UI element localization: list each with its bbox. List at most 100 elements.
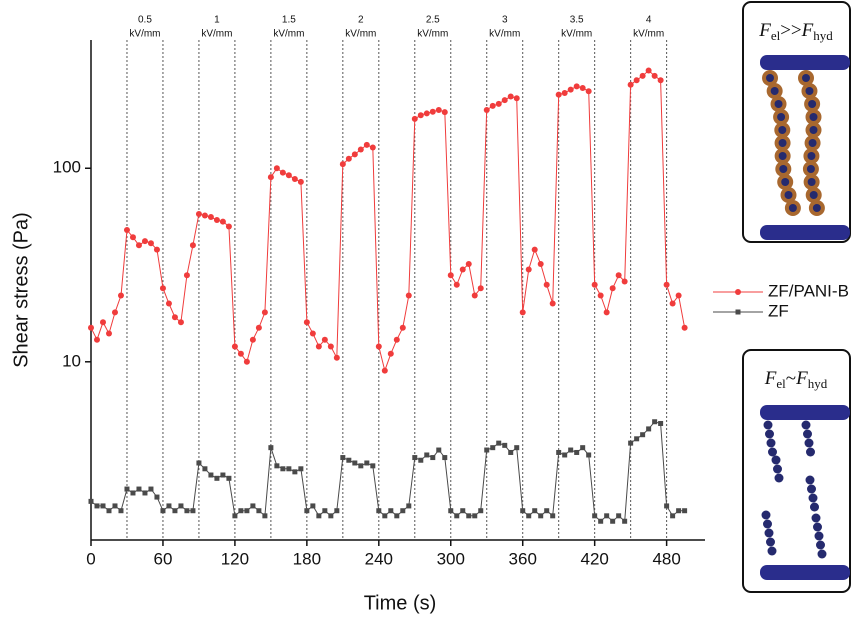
field-value: 0.5 (138, 15, 152, 26)
point (274, 463, 280, 469)
point (88, 324, 94, 331)
legend-label: ZF/PANI-B (768, 281, 849, 300)
point (213, 217, 220, 224)
particle-core (770, 87, 779, 95)
point (417, 112, 424, 119)
point (171, 314, 178, 321)
point (592, 513, 598, 519)
point (399, 324, 406, 331)
point (256, 508, 262, 514)
point (628, 440, 634, 446)
point (304, 508, 310, 514)
particle-core (777, 113, 786, 121)
point (105, 330, 112, 337)
point (465, 261, 472, 268)
particle-core (784, 191, 793, 199)
x-tick-label: 120 (221, 549, 249, 568)
point (682, 508, 688, 514)
point (381, 367, 388, 374)
y-tick-label: 100 (53, 158, 81, 177)
point (490, 445, 496, 451)
point (202, 466, 208, 472)
particle-core (814, 531, 824, 541)
point (291, 176, 298, 183)
particle-core (773, 464, 782, 474)
particle-core (804, 438, 814, 448)
point (261, 309, 268, 316)
point (429, 108, 436, 115)
point (226, 475, 232, 481)
point (640, 432, 646, 438)
field-value: 3 (502, 15, 508, 26)
field-unit: kV/mm (633, 29, 664, 40)
point (585, 88, 592, 95)
point (141, 238, 148, 245)
point (627, 81, 634, 88)
point (255, 324, 262, 331)
point (165, 300, 172, 307)
particle-core (774, 100, 783, 108)
x-tick-label: 60 (153, 549, 172, 568)
point (111, 309, 118, 316)
point (484, 447, 490, 453)
point (460, 508, 466, 514)
field-unit: kV/mm (561, 29, 592, 40)
point (651, 72, 658, 79)
legend-marker (735, 309, 741, 315)
field-unit: kV/mm (273, 29, 304, 40)
y-axis-label: Shear stress (Pa) (10, 212, 32, 368)
point (195, 211, 202, 218)
y-tick-label: 10 (62, 351, 81, 370)
point (387, 350, 394, 357)
point (526, 513, 532, 519)
point (454, 513, 460, 519)
point (189, 242, 196, 249)
point (369, 144, 376, 151)
point (286, 466, 292, 472)
point (676, 508, 682, 514)
electrode (760, 225, 850, 240)
particle-core (778, 152, 787, 160)
point (496, 440, 502, 446)
point (123, 226, 130, 233)
point (225, 223, 232, 230)
point (178, 503, 184, 509)
particle-core (763, 519, 772, 529)
point (184, 508, 190, 514)
series-line (90, 421, 685, 523)
particle-core (813, 522, 822, 532)
point (327, 343, 334, 350)
point (621, 278, 628, 285)
point (310, 503, 316, 509)
point (543, 281, 550, 288)
particle-core (809, 191, 818, 199)
point (357, 146, 364, 153)
x-tick-label: 0 (86, 549, 95, 568)
point (681, 324, 688, 331)
point (346, 457, 352, 463)
point (279, 169, 286, 176)
point (352, 460, 358, 466)
point (297, 178, 304, 185)
point (172, 508, 178, 514)
point (442, 455, 448, 461)
point (117, 292, 124, 299)
point (675, 292, 682, 299)
point (316, 513, 322, 519)
point (237, 350, 244, 357)
point (130, 490, 136, 496)
particle-core (817, 549, 827, 559)
point (610, 518, 616, 524)
point (112, 503, 118, 509)
particle-core (767, 546, 777, 556)
particle-core (805, 87, 814, 95)
particle-core (805, 475, 815, 485)
point (430, 455, 436, 461)
point (616, 513, 622, 519)
point (646, 426, 652, 432)
point (514, 445, 520, 451)
point (568, 447, 574, 453)
point (370, 463, 376, 469)
point (423, 110, 430, 117)
